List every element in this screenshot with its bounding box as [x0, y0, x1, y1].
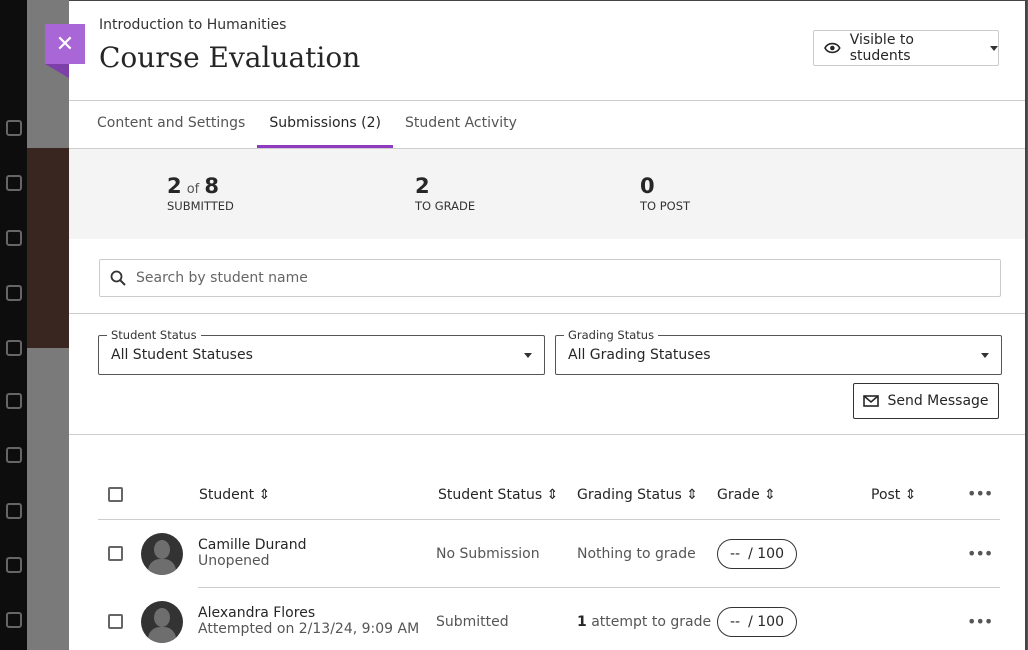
sort-icon: ⇕: [904, 487, 917, 503]
grades-icon: [6, 447, 22, 463]
avatar: [141, 601, 183, 643]
grading-text: Nothing to grade: [577, 546, 696, 562]
submission-stats: 2 of 8 SUBMITTED 2 TO GRADE 0 TO POST: [69, 149, 1025, 239]
more-options-icon[interactable]: •••: [967, 544, 993, 563]
tab-content-and-settings[interactable]: Content and Settings: [97, 115, 246, 131]
grade-max: / 100: [748, 546, 784, 562]
stat-to-grade: 2 TO GRADE: [415, 174, 475, 213]
send-message-label: Send Message: [887, 393, 989, 409]
grading-status: 1 attempt to grade: [577, 614, 711, 630]
more-options-icon[interactable]: •••: [967, 484, 993, 503]
student-status: No Submission: [436, 546, 540, 562]
column-label: Grade: [717, 487, 760, 503]
divider: [98, 519, 1000, 520]
student-detail: Unopened: [198, 553, 270, 569]
search-input[interactable]: Search by student name: [99, 259, 1001, 297]
search-placeholder: Search by student name: [136, 270, 308, 286]
grade-max: / 100: [748, 614, 784, 630]
sort-icon: ⇕: [258, 487, 271, 503]
student-status-label: Student Status: [107, 328, 201, 342]
column-label: Student Status: [438, 487, 543, 503]
grade-value: --: [730, 614, 741, 630]
divider: [69, 434, 1025, 435]
sort-icon: ⇕: [686, 487, 698, 503]
grade-pill[interactable]: -- / 100: [717, 607, 797, 637]
grading-status-label: Grading Status: [564, 328, 659, 342]
to-grade-count: 2: [415, 174, 430, 198]
grade-value: --: [730, 546, 741, 562]
tab-submissions[interactable]: Submissions (2): [257, 101, 394, 148]
tab-bar: Content and Settings Submissions (2) Stu…: [69, 101, 1025, 148]
search-icon: [110, 270, 126, 286]
divider: [198, 587, 1000, 588]
grading-status-select[interactable]: Grading Status All Grading Statuses: [555, 328, 1002, 375]
column-grade[interactable]: Grade ⇕: [717, 487, 776, 503]
submitted-count: 2: [167, 174, 182, 198]
student-name[interactable]: Camille Durand: [198, 537, 307, 553]
grading-status: Nothing to grade: [577, 546, 696, 562]
student-status-select[interactable]: Student Status All Student Statuses: [98, 328, 545, 375]
avatar: [141, 533, 183, 575]
sort-icon: ⇕: [764, 487, 776, 503]
grading-text: attempt to grade: [591, 614, 712, 630]
background-course-image: [27, 148, 69, 348]
column-student-status[interactable]: Student Status ⇕: [438, 487, 558, 503]
column-student[interactable]: Student ⇕: [199, 487, 270, 503]
column-post[interactable]: Post ⇕: [871, 487, 916, 503]
row-checkbox[interactable]: [108, 614, 123, 629]
chevron-down-icon: [990, 45, 998, 51]
page-title: Course Evaluation: [99, 41, 361, 74]
attempt-count: 1: [577, 614, 587, 630]
users-icon: [6, 557, 22, 573]
messages-icon: [6, 393, 22, 409]
grading-status-value: All Grading Statuses: [568, 347, 711, 363]
student-detail: Attempted on 2/13/24, 9:09 AM: [198, 621, 420, 637]
send-message-button[interactable]: Send Message: [853, 383, 999, 419]
courses-icon: [6, 285, 22, 301]
student-status: Submitted: [436, 614, 509, 630]
breadcrumb: Introduction to Humanities: [99, 17, 287, 33]
close-button[interactable]: ✕: [45, 24, 85, 78]
profile-icon: [6, 175, 22, 191]
envelope-icon: [863, 395, 880, 407]
to-grade-label: TO GRADE: [415, 199, 476, 213]
student-status-value: All Student Statuses: [111, 347, 253, 363]
tab-student-activity[interactable]: Student Activity: [405, 115, 517, 131]
column-label: Post: [871, 487, 901, 503]
divider: [69, 100, 1025, 101]
calendar-icon: [6, 340, 22, 356]
total-count: 8: [204, 174, 219, 198]
stat-submitted: 2 of 8 SUBMITTED: [167, 174, 234, 213]
to-post-label: TO POST: [640, 199, 691, 213]
column-label: Grading Status: [577, 487, 682, 503]
row-checkbox[interactable]: [108, 546, 123, 561]
visibility-label: Visible to students: [849, 32, 914, 64]
stat-to-post: 0 TO POST: [640, 174, 690, 213]
sort-icon: ⇕: [546, 487, 559, 503]
select-all-checkbox[interactable]: [108, 487, 123, 502]
to-post-count: 0: [640, 174, 655, 198]
close-icon: ✕: [55, 31, 75, 57]
chevron-down-icon: [981, 353, 989, 358]
more-options-icon[interactable]: •••: [967, 612, 993, 631]
of-label: of: [186, 182, 200, 197]
sign-out-icon: [6, 612, 22, 628]
eye-icon: [824, 42, 841, 54]
chevron-down-icon: [524, 353, 532, 358]
column-grading-status[interactable]: Grading Status ⇕: [577, 487, 698, 503]
student-name[interactable]: Alexandra Flores: [198, 605, 316, 621]
divider: [69, 148, 1025, 149]
globe-icon: [6, 230, 22, 246]
divider: [69, 313, 1025, 314]
submitted-label: SUBMITTED: [167, 199, 234, 213]
visibility-dropdown[interactable]: Visible to students: [813, 30, 999, 66]
submissions-panel: Introduction to Humanities Course Evalua…: [69, 0, 1027, 650]
tools-icon: [6, 503, 22, 519]
institution-icon: [6, 120, 22, 136]
background-sidebar: [0, 0, 27, 650]
column-label: Student: [199, 487, 255, 503]
grade-pill[interactable]: -- / 100: [717, 539, 797, 569]
